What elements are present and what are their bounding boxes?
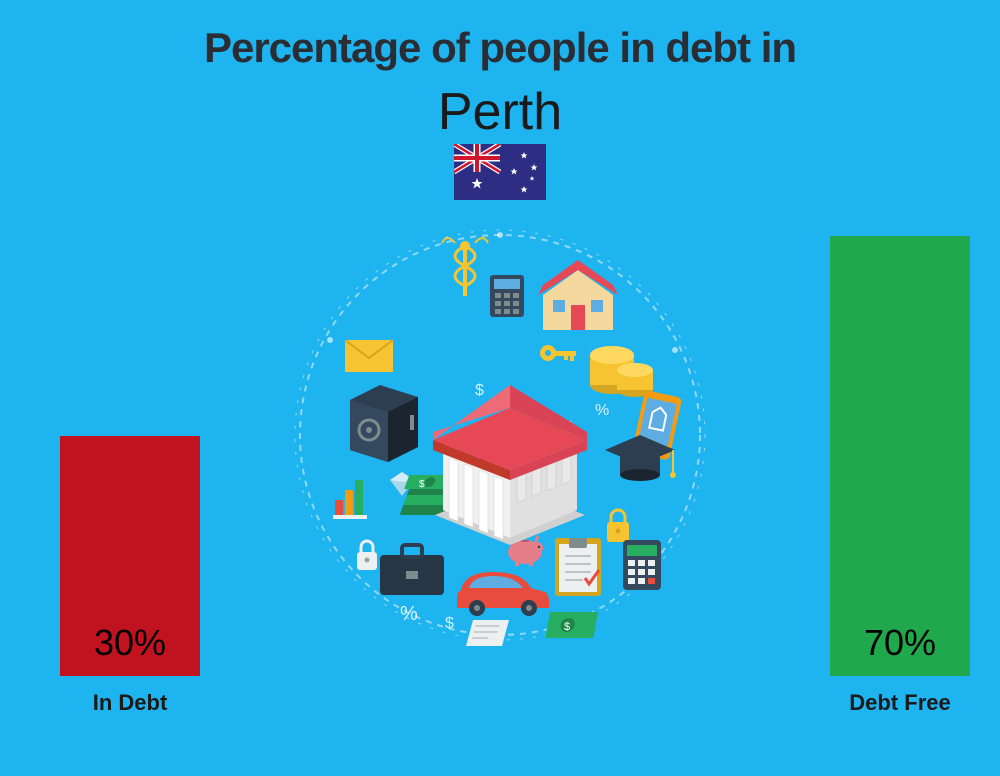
caduceus-icon <box>442 238 488 296</box>
main-title: Percentage of people in debt in <box>0 24 1000 72</box>
bar-chart-icon <box>333 480 367 519</box>
padlock-gold-icon <box>607 510 629 542</box>
svg-text:$: $ <box>419 479 425 490</box>
calculator-large-icon <box>623 540 661 590</box>
envelope-icon <box>345 340 393 372</box>
percent-icon: % <box>400 603 418 625</box>
svg-text:$: $ <box>564 621 570 633</box>
safe-icon <box>350 385 418 462</box>
car-icon <box>457 572 549 616</box>
clipboard-icon <box>555 538 601 596</box>
percent-icon: % <box>595 402 609 419</box>
australia-flag-icon <box>454 144 546 205</box>
banknote-icon: $ <box>545 612 598 638</box>
dollar-icon: $ <box>475 382 484 399</box>
in-debt-value: 30% <box>94 622 166 664</box>
debt-free-value: 70% <box>864 622 936 664</box>
in-debt-bar: 30% <box>60 436 200 676</box>
in-debt-bar-group: 30% In Debt <box>60 436 200 716</box>
key-icon <box>540 345 576 361</box>
padlock-icon <box>357 541 377 570</box>
debt-free-bar-group: 70% Debt Free <box>830 236 970 716</box>
coins-icon <box>590 346 653 397</box>
dollar-icon: $ <box>445 615 454 632</box>
finance-illustration: $ % % $ $ $ <box>285 220 715 650</box>
city-subtitle: Perth <box>0 82 1000 142</box>
house-icon <box>538 260 618 330</box>
calculator-icon <box>490 275 524 317</box>
debt-free-label: Debt Free <box>849 690 950 716</box>
in-debt-label: In Debt <box>93 690 168 716</box>
bank-building-icon <box>433 385 587 545</box>
debt-free-bar: 70% <box>830 236 970 676</box>
document-icon <box>466 620 509 646</box>
briefcase-icon <box>380 545 444 595</box>
